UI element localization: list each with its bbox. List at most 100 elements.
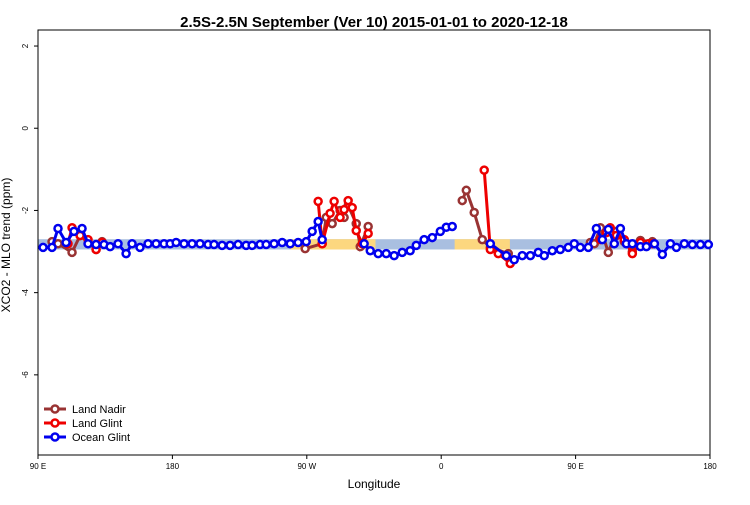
point xyxy=(53,223,63,234)
point xyxy=(363,228,373,239)
point xyxy=(247,240,257,251)
point xyxy=(285,238,295,249)
point xyxy=(335,212,345,223)
point xyxy=(405,245,415,256)
point xyxy=(233,239,243,250)
x-tick-label: 90 W xyxy=(297,462,316,471)
y-tick-label: 0 xyxy=(21,125,30,130)
point xyxy=(461,185,472,196)
point xyxy=(509,255,519,265)
point xyxy=(657,249,668,260)
legend-label: Land Glint xyxy=(72,418,122,430)
point xyxy=(539,250,549,261)
y-axis-label: XCO2 - MLO trend (ppm) xyxy=(0,178,13,313)
point xyxy=(609,238,620,249)
point xyxy=(703,239,714,250)
point xyxy=(411,240,422,251)
point xyxy=(143,238,153,249)
point xyxy=(671,242,682,253)
point xyxy=(641,241,652,252)
point xyxy=(121,248,131,259)
point xyxy=(627,248,638,259)
point xyxy=(485,238,496,249)
point xyxy=(351,225,361,236)
point xyxy=(695,239,706,250)
point xyxy=(603,247,614,258)
point xyxy=(217,240,227,251)
point xyxy=(127,238,137,249)
point xyxy=(67,247,77,258)
point xyxy=(77,223,87,234)
point xyxy=(555,244,565,255)
x-tick-label: 0 xyxy=(439,462,444,471)
x-tick-label: 90 E xyxy=(30,462,46,471)
point xyxy=(313,216,323,227)
point xyxy=(225,240,235,251)
point xyxy=(501,250,512,261)
y-tick-label: -6 xyxy=(21,371,30,379)
point xyxy=(277,237,287,248)
point xyxy=(397,247,407,258)
point xyxy=(517,250,528,261)
point xyxy=(325,208,335,219)
point xyxy=(47,242,57,253)
series xyxy=(38,216,714,265)
point xyxy=(209,239,219,250)
point xyxy=(171,237,181,248)
point xyxy=(343,195,353,206)
point xyxy=(575,242,585,253)
point xyxy=(603,224,614,235)
point xyxy=(649,238,660,249)
point xyxy=(435,226,446,237)
legend-marker xyxy=(50,404,60,414)
point xyxy=(195,238,205,249)
point xyxy=(69,226,79,237)
point xyxy=(479,165,489,175)
point xyxy=(301,236,311,247)
y-tick-label: -4 xyxy=(21,289,30,297)
point xyxy=(583,242,594,253)
point xyxy=(261,239,271,250)
point xyxy=(151,238,161,249)
point xyxy=(135,242,145,253)
x-tick-label: 180 xyxy=(166,462,180,471)
point xyxy=(679,238,690,249)
point xyxy=(381,248,391,259)
land-band xyxy=(290,239,376,250)
point xyxy=(105,241,115,252)
point xyxy=(447,221,458,232)
point xyxy=(327,218,337,229)
point xyxy=(347,202,357,213)
point xyxy=(389,250,399,261)
point xyxy=(269,238,279,249)
point xyxy=(307,226,317,237)
point xyxy=(293,237,303,248)
legend-label: Ocean Glint xyxy=(72,432,130,444)
point xyxy=(419,234,429,245)
point xyxy=(329,196,339,207)
point xyxy=(591,223,602,234)
point xyxy=(359,238,369,249)
chart-title: 2.5S-2.5N September (Ver 10) 2015-01-01 … xyxy=(180,14,568,31)
point xyxy=(91,239,101,250)
legend-marker xyxy=(50,418,60,428)
point xyxy=(313,196,323,207)
point xyxy=(525,250,536,261)
point xyxy=(179,238,189,249)
point xyxy=(61,237,71,248)
y-tick-label: 2 xyxy=(21,43,30,48)
x-tick-label: 180 xyxy=(703,462,717,471)
point xyxy=(477,234,488,245)
point xyxy=(317,234,327,245)
point xyxy=(83,238,93,249)
point xyxy=(373,248,383,259)
point xyxy=(339,204,349,215)
point xyxy=(597,234,608,245)
point xyxy=(687,239,698,250)
point xyxy=(427,232,437,243)
point xyxy=(469,207,479,218)
point xyxy=(113,238,123,249)
point xyxy=(547,245,558,256)
x-axis-label: Longitude xyxy=(348,477,401,491)
